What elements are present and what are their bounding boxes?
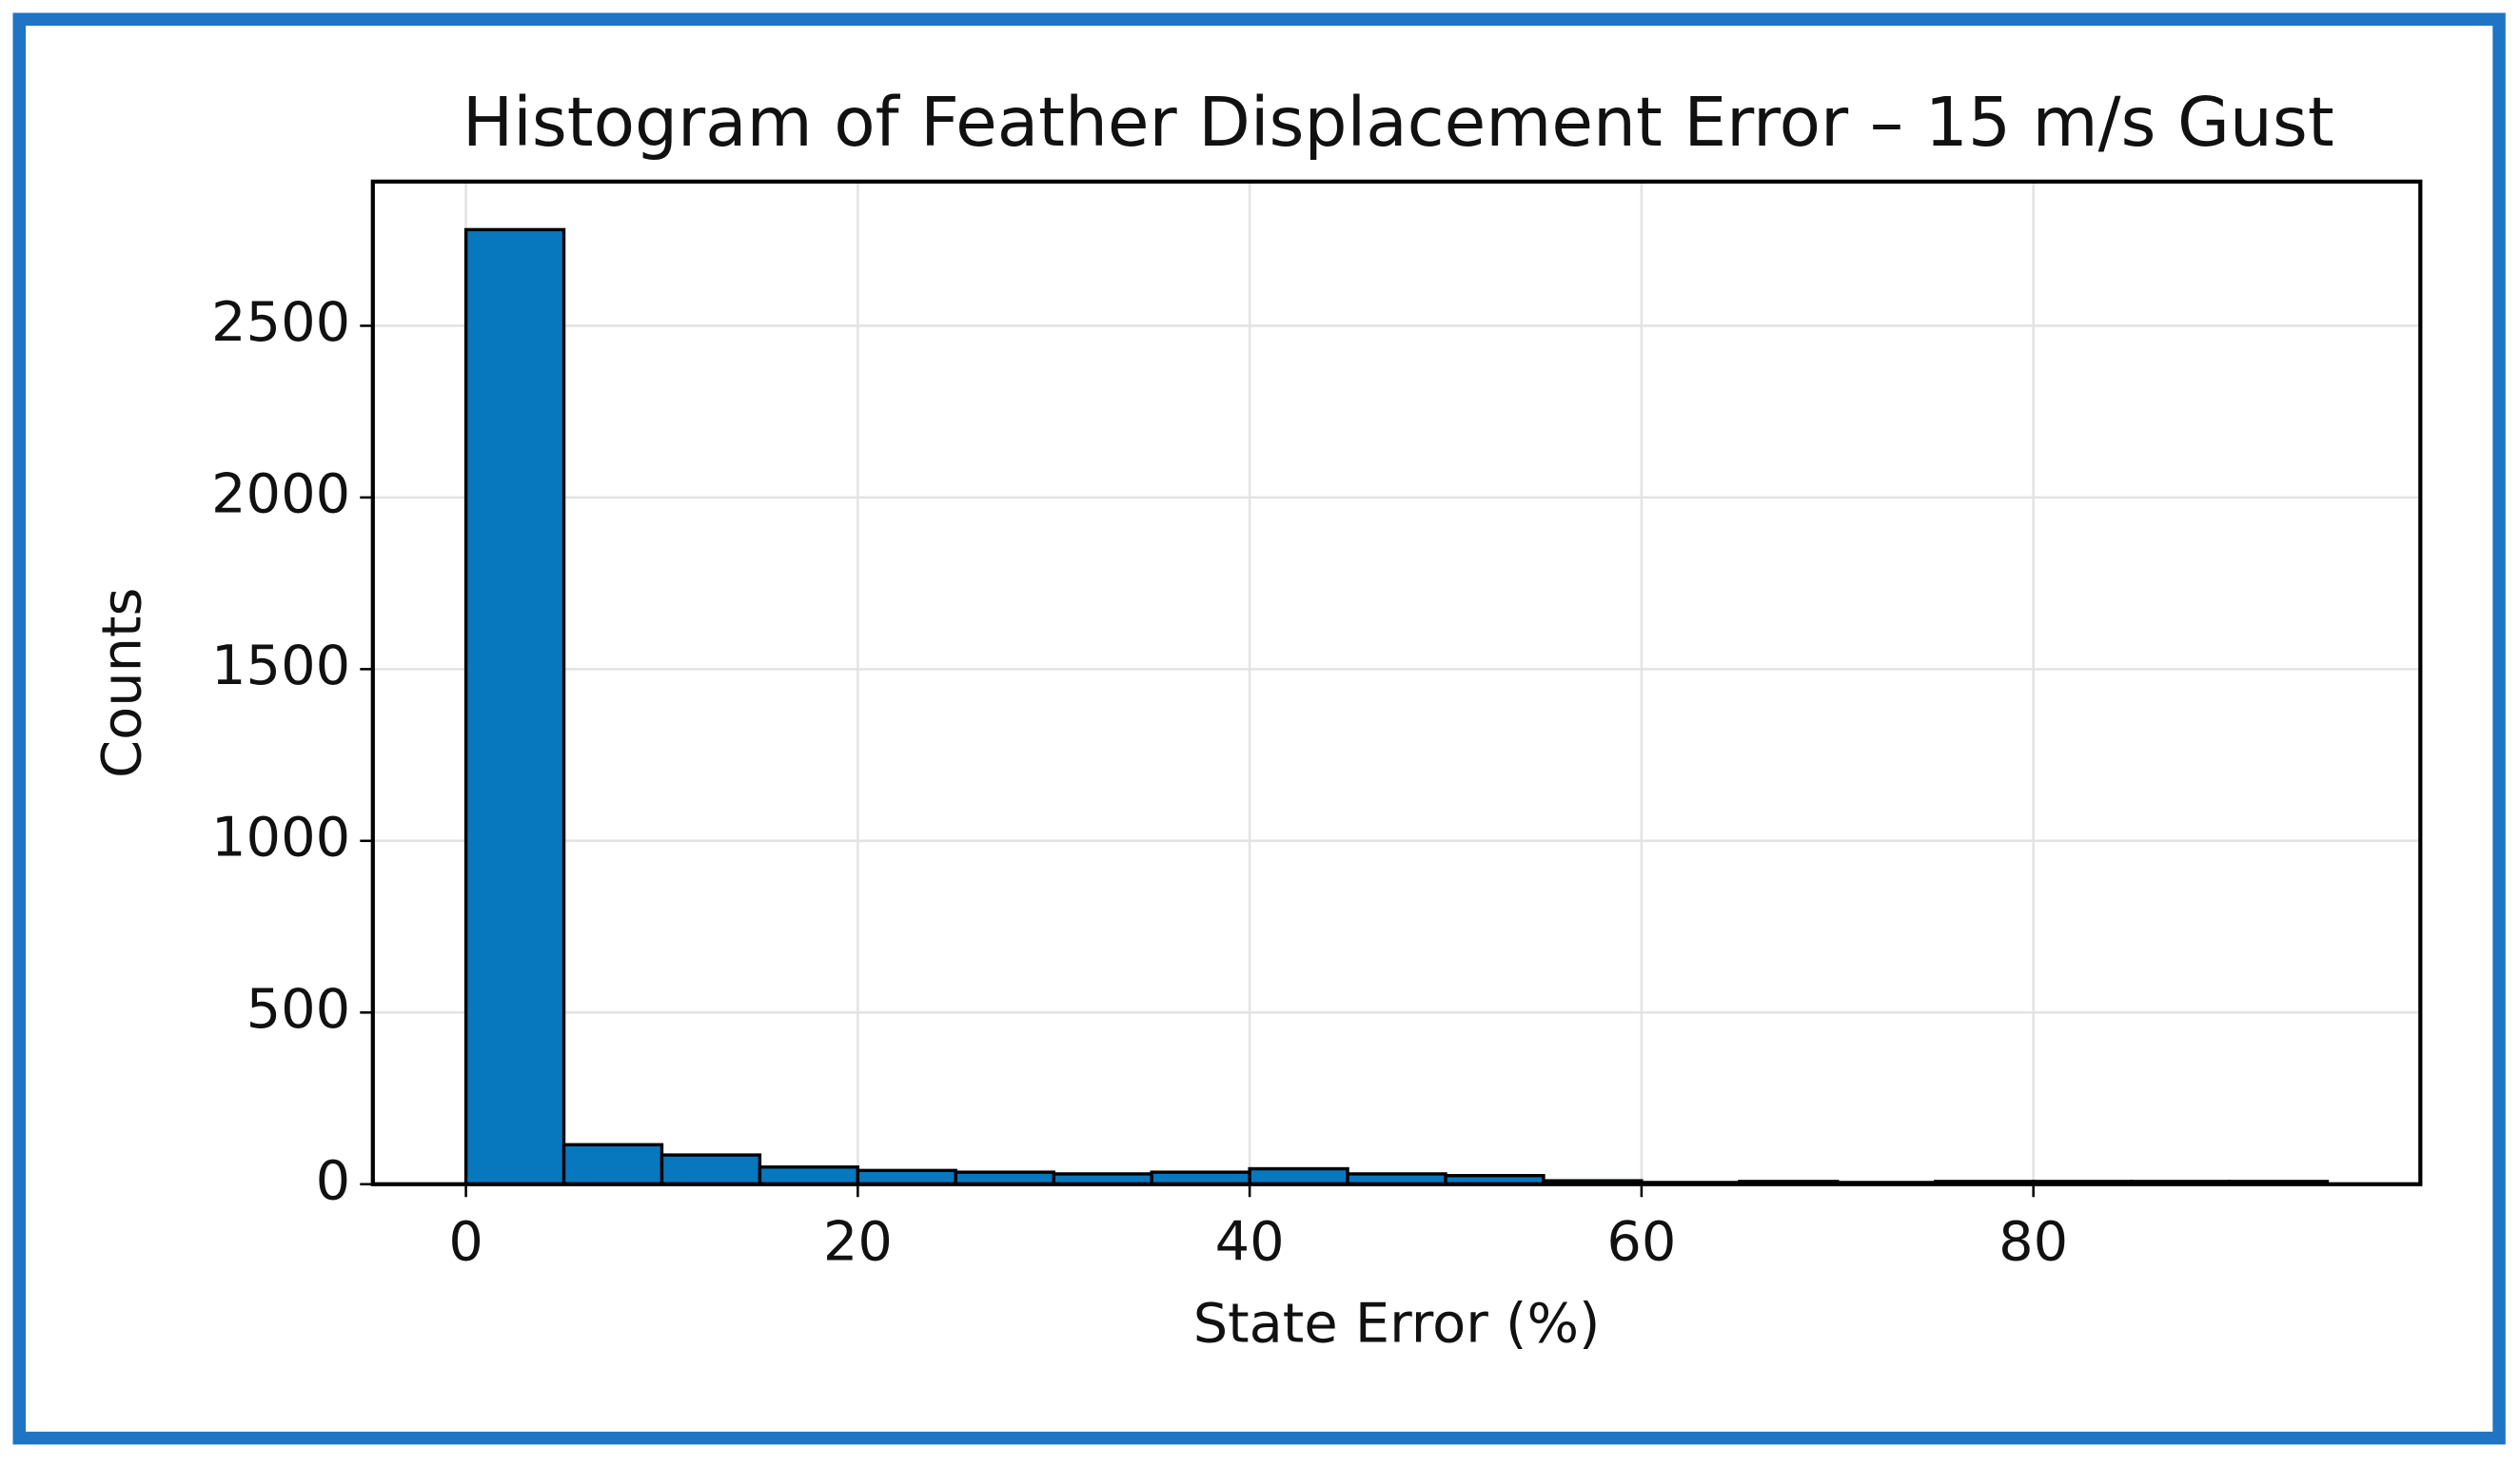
y-tick-label: 2000 — [211, 462, 350, 526]
y-axis-label: Counts — [89, 588, 153, 778]
y-tick-label: 1000 — [211, 805, 350, 869]
x-tick-label: 0 — [448, 1210, 483, 1274]
y-tick-label: 1500 — [211, 634, 350, 697]
bar — [561, 1143, 664, 1186]
y-tick-label: 0 — [316, 1148, 351, 1212]
bar — [1248, 1166, 1349, 1186]
y-tick-label: 2500 — [211, 290, 350, 354]
bar — [463, 227, 566, 1186]
x-tick-label: 60 — [1606, 1210, 1676, 1274]
bar — [856, 1168, 957, 1186]
x-tick-label: 20 — [823, 1210, 893, 1274]
y-tick-label: 500 — [246, 977, 351, 1041]
bar — [660, 1153, 762, 1186]
chart-title: Histogram of Feather Displacement Error … — [463, 83, 2334, 162]
x-axis-label: State Error (%) — [1193, 1292, 1601, 1356]
x-tick-label: 80 — [1998, 1210, 2068, 1274]
x-tick-label: 40 — [1215, 1210, 1285, 1274]
plot-frame — [370, 179, 2423, 1186]
frame — [12, 12, 2506, 1445]
bar — [758, 1165, 860, 1186]
